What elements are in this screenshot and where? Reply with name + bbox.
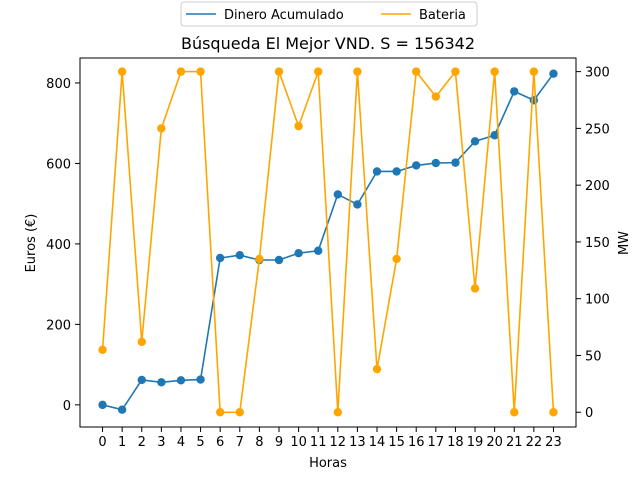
x-tick-label: 8 <box>255 435 263 450</box>
data-point-dinero <box>353 200 362 209</box>
y2-tick-label: 0 <box>585 406 593 421</box>
data-point-bateria <box>392 254 401 264</box>
data-point-dinero <box>215 253 225 263</box>
data-point-bateria <box>353 67 362 76</box>
x-tick-label: 4 <box>177 435 185 450</box>
data-point-bateria <box>117 67 127 76</box>
x-axis-title: Horas <box>309 456 347 471</box>
x-tick-label: 10 <box>290 435 307 450</box>
x-tick-label: 5 <box>196 435 204 450</box>
data-point-bateria <box>490 67 499 76</box>
series-layer <box>98 67 558 417</box>
y2-axis-title: MW <box>617 231 632 255</box>
x-tick-label: 1 <box>118 435 126 450</box>
x-tick-label: 18 <box>447 435 464 450</box>
data-point-bateria <box>235 408 244 417</box>
y-tick-label: 200 <box>46 318 71 333</box>
data-point-bateria <box>470 284 480 293</box>
data-point-dinero <box>137 375 146 385</box>
y2-tick-label: 150 <box>585 236 610 251</box>
x-tick-label: 9 <box>275 435 283 450</box>
y-tick-label: 400 <box>46 238 71 253</box>
data-point-dinero <box>333 190 343 199</box>
y2-tick-label: 250 <box>585 122 610 137</box>
chart-title: Búsqueda El Mejor VND. S = 156342 <box>181 34 475 53</box>
data-point-bateria <box>431 92 441 101</box>
x-tick-label: 15 <box>388 435 405 450</box>
x-tick-label: 23 <box>545 435 562 450</box>
data-point-bateria <box>412 67 421 76</box>
axes: 0 1 2 3 4 5 6 7 8 9 10 11 12 13 14 15 16 17 18 19 20 21 22 2302… <box>46 66 610 450</box>
data-point-dinero <box>392 167 401 176</box>
legend: Dinero Acumulado Bateria <box>180 1 478 27</box>
data-point-bateria <box>549 408 558 417</box>
series-line-bateria <box>101 70 555 414</box>
y-tick-label: 600 <box>46 157 71 172</box>
data-point-bateria <box>98 345 107 354</box>
data-point-bateria <box>157 124 166 133</box>
legend-frame <box>180 1 478 27</box>
data-point-dinero <box>274 255 284 265</box>
x-tick-label: 19 <box>467 435 484 450</box>
x-tick-label: 7 <box>236 435 244 450</box>
data-point-dinero <box>412 161 421 170</box>
data-point-bateria <box>255 254 264 264</box>
data-point-bateria <box>215 408 225 417</box>
data-point-dinero <box>157 378 166 387</box>
data-point-bateria <box>313 67 323 76</box>
x-tick-label: 11 <box>310 435 327 450</box>
x-tick-label: 17 <box>428 435 445 450</box>
y2-tick-label: 200 <box>585 179 610 194</box>
x-tick-label: 2 <box>138 435 146 450</box>
data-point-dinero <box>176 376 186 385</box>
x-tick-label: 6 <box>216 435 224 450</box>
x-tick-label: 22 <box>526 435 543 450</box>
legend-label-dinero: Dinero Acumulado <box>224 8 344 23</box>
x-tick-label: 0 <box>98 435 106 450</box>
data-point-dinero <box>98 400 107 410</box>
x-tick-label: 20 <box>486 435 503 450</box>
data-point-bateria <box>274 67 284 76</box>
y-axis-title: Euros (€) <box>24 214 39 273</box>
data-point-bateria <box>510 408 519 417</box>
legend-label-bateria: Bateria <box>419 8 466 23</box>
x-tick-label: 13 <box>349 435 366 450</box>
data-point-dinero <box>313 246 323 255</box>
x-tick-label: 14 <box>369 435 386 450</box>
x-tick-label: 21 <box>506 435 523 450</box>
data-point-dinero <box>431 158 441 168</box>
data-point-bateria <box>294 121 303 131</box>
x-tick-label: 16 <box>408 435 425 450</box>
y2-tick-label: 50 <box>585 349 602 364</box>
data-point-dinero <box>470 137 480 146</box>
data-point-bateria <box>196 67 205 76</box>
y-tick-label: 0 <box>63 399 71 414</box>
data-point-bateria <box>372 364 382 374</box>
y-tick-label: 800 <box>46 77 71 92</box>
data-point-dinero <box>529 96 539 105</box>
data-point-dinero <box>549 69 558 78</box>
y2-tick-label: 100 <box>585 293 610 308</box>
data-point-dinero <box>490 131 499 140</box>
x-tick-label: 3 <box>157 435 165 450</box>
data-point-dinero <box>117 405 127 414</box>
data-point-dinero <box>451 158 460 167</box>
y2-tick-label: 300 <box>585 66 610 81</box>
data-point-dinero <box>196 375 205 384</box>
data-point-bateria <box>333 408 343 417</box>
data-point-bateria <box>137 337 146 347</box>
data-point-dinero <box>372 167 382 176</box>
data-point-dinero <box>235 250 244 260</box>
data-point-dinero <box>294 248 303 258</box>
data-point-dinero <box>510 87 519 96</box>
data-point-bateria <box>176 67 186 76</box>
plot-frame <box>79 57 577 428</box>
data-point-bateria <box>529 67 539 76</box>
data-point-bateria <box>451 67 460 76</box>
x-tick-label: 12 <box>330 435 347 450</box>
